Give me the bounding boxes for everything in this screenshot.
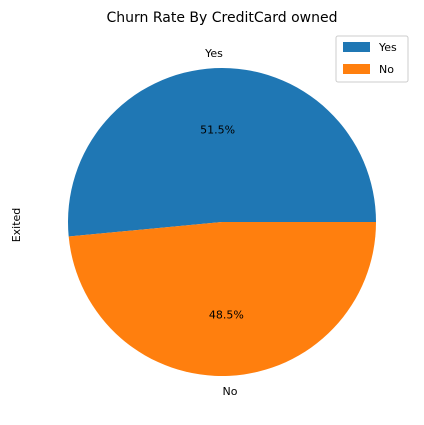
y-axis-label: Exited <box>10 208 23 243</box>
percent-label-no: 48.5% <box>209 308 244 321</box>
legend: Yes No <box>335 35 409 83</box>
pie-slice-yes <box>67 67 377 237</box>
percent-labels: 51.5% 48.5% <box>200 124 244 322</box>
slice-label-no: No <box>222 385 237 398</box>
chart-title: Churn Rate By CreditCard owned <box>107 10 338 26</box>
pie-slice-no <box>68 222 376 376</box>
slice-label-yes: Yes <box>204 47 223 60</box>
legend-swatch-no <box>343 64 370 74</box>
slice-labels: Yes No <box>204 47 238 398</box>
percent-label-yes: 51.5% <box>200 124 235 137</box>
legend-label-yes: Yes <box>378 41 397 54</box>
legend-label-no: No <box>379 63 394 76</box>
pie-slices <box>67 67 377 376</box>
legend-swatch-yes <box>343 42 370 52</box>
